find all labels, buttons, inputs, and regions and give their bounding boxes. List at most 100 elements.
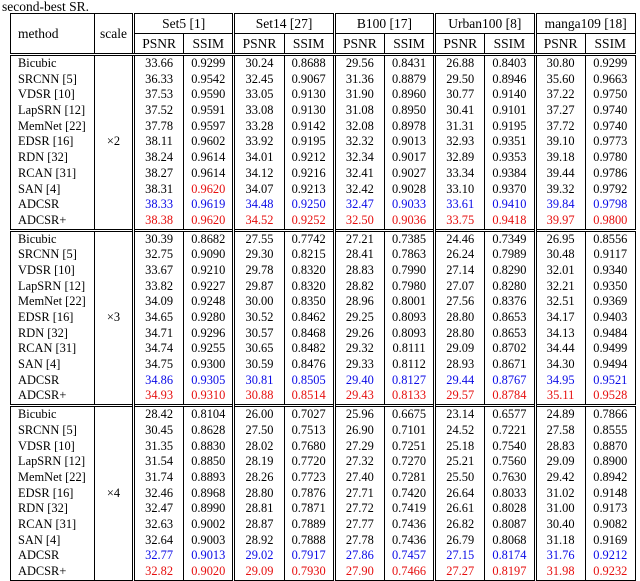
psnr-value: 34.13 <box>533 325 586 342</box>
psnr-value: 38.24 <box>131 150 184 166</box>
table-row: ADCSR+ 38.38 0.9620 34.52 0.9252 32.50 0.9036 3… <box>11 212 636 231</box>
ssim-value: 0.8505 <box>283 372 335 389</box>
psnr-value: 30.77 <box>433 87 485 104</box>
column-header-method: method <box>10 13 95 56</box>
ssim-value: 0.9195 <box>283 134 335 151</box>
table-row: MemNet [22] 31.74 0.8893 28.26 0.7723 27.40 0.… <box>11 469 636 486</box>
ssim-value: 0.9117 <box>584 247 636 263</box>
ssim-value: 0.7980 <box>383 278 435 295</box>
psnr-value: 34.93 <box>131 388 184 406</box>
ssim-value: 0.8127 <box>383 372 435 389</box>
method-label: Bicubic <box>10 228 95 248</box>
ssim-value: 0.8112 <box>383 357 435 373</box>
ssim-value: 0.9620 <box>183 181 234 198</box>
ssim-value: 0.8653 <box>484 310 536 326</box>
psnr-value: 30.45 <box>131 422 184 439</box>
table-row: SRCNN [5] 36.33 0.9542 32.45 0.9067 31.36 0.88… <box>11 71 636 88</box>
psnr-value: 24.46 <box>433 228 485 248</box>
psnr-value: 26.88 <box>433 54 485 72</box>
psnr-value: 27.14 <box>433 262 485 279</box>
psnr-value: 26.95 <box>533 228 586 248</box>
psnr-value: 27.55 <box>232 228 285 248</box>
ssim-value: 0.7680 <box>283 438 335 455</box>
ssim-value: 0.8870 <box>584 438 636 455</box>
psnr-value: 30.57 <box>232 325 285 342</box>
ssim-value: 0.8468 <box>283 325 335 342</box>
psnr-value: 31.18 <box>533 532 586 549</box>
ssim-value: 0.9142 <box>283 118 335 135</box>
table-row: RDN [32] 38.24 0.9614 34.01 0.9212 32.34 0.901… <box>11 150 636 166</box>
subheader-psnr: PSNR <box>232 33 285 56</box>
psnr-value: 26.79 <box>433 532 485 549</box>
psnr-value: 38.38 <box>131 212 184 231</box>
psnr-value: 32.64 <box>131 532 184 549</box>
ssim-value: 0.6577 <box>484 404 536 423</box>
ssim-value: 0.8879 <box>383 71 435 88</box>
psnr-value: 27.78 <box>332 532 385 549</box>
psnr-value: 32.32 <box>332 134 385 151</box>
table-row: RDN [32] 32.47 0.8990 28.81 0.7871 27.72 0.741… <box>11 501 636 517</box>
ssim-value: 0.7270 <box>383 454 435 470</box>
ssim-value: 0.8462 <box>283 310 335 326</box>
psnr-value: 30.88 <box>232 388 285 406</box>
psnr-value: 32.46 <box>131 485 184 502</box>
psnr-value: 30.24 <box>232 54 285 72</box>
ssim-value: 0.9750 <box>584 87 636 104</box>
table-row: SAN [4] 34.75 0.9300 30.59 0.8476 29.33 0.8112… <box>11 357 636 373</box>
psnr-value: 31.02 <box>533 485 586 502</box>
ssim-value: 0.7560 <box>484 454 536 470</box>
ssim-value: 0.8946 <box>484 71 536 88</box>
psnr-value: 38.11 <box>131 134 184 151</box>
psnr-value: 33.28 <box>232 118 285 135</box>
psnr-value: 28.80 <box>433 310 485 326</box>
method-label: LapSRN [12] <box>18 278 86 293</box>
ssim-value: 0.9090 <box>183 247 234 263</box>
ssim-value: 0.8784 <box>484 388 536 406</box>
dataset-header-manga109: manga109 [18] <box>533 13 636 34</box>
method-label: SRCNN [5] <box>18 422 77 437</box>
psnr-value: 25.18 <box>433 438 485 455</box>
table-row: ADCSR 38.33 0.9619 34.48 0.9250 32.47 0.9033 33… <box>11 197 636 213</box>
psnr-value: 31.00 <box>533 501 586 517</box>
ssim-value: 0.9494 <box>584 357 636 373</box>
psnr-value: 34.74 <box>131 341 184 358</box>
psnr-value: 27.27 <box>433 564 485 581</box>
ssim-value: 0.9003 <box>183 532 234 549</box>
psnr-value: 34.65 <box>131 310 184 326</box>
ssim-value: 0.9663 <box>584 71 636 88</box>
psnr-value: 39.10 <box>533 134 586 151</box>
method-label: ADCSR <box>18 372 60 387</box>
psnr-value: 25.96 <box>332 404 385 423</box>
psnr-value: 34.01 <box>232 150 285 166</box>
table-row: Bicubic ×3 30.39 0.8682 27.55 0.7742 27.21 0.73… <box>10 228 636 406</box>
ssim-value: 0.7930 <box>283 564 335 581</box>
ssim-value: 0.9020 <box>183 564 234 581</box>
ssim-value: 0.9036 <box>383 212 435 231</box>
psnr-value: 31.76 <box>533 548 586 564</box>
psnr-value: 29.57 <box>433 388 485 406</box>
ssim-value: 0.8087 <box>484 516 536 533</box>
results-table: method scale Set5 [1] Set14 [27] B100 [1… <box>10 13 636 581</box>
psnr-value: 38.27 <box>131 165 184 182</box>
ssim-value: 0.7281 <box>383 469 435 486</box>
ssim-value: 0.9350 <box>584 278 636 295</box>
ssim-value: 0.9590 <box>183 87 234 104</box>
ssim-value: 0.7989 <box>484 247 536 263</box>
psnr-value: 28.80 <box>232 485 285 502</box>
psnr-value: 32.89 <box>433 150 485 166</box>
psnr-value: 27.72 <box>332 501 385 517</box>
psnr-value: 28.93 <box>433 357 485 373</box>
psnr-value: 30.80 <box>533 54 586 72</box>
table-row: ADCSR 34.86 0.9305 30.81 0.8505 29.40 0.8127 29… <box>11 372 636 389</box>
ssim-value: 0.9130 <box>283 103 335 119</box>
ssim-value: 0.9213 <box>283 181 335 198</box>
subheader-psnr: PSNR <box>131 33 184 56</box>
psnr-value: 30.41 <box>433 103 485 119</box>
results-table-body: Bicubic ×2 33.66 0.9299 30.24 0.8688 29.56 0.84… <box>10 54 636 581</box>
method-label: LapSRN [12] <box>18 454 86 469</box>
ssim-value: 0.7349 <box>484 228 536 248</box>
method-label: MemNet [22] <box>18 118 86 133</box>
ssim-value: 0.9542 <box>183 71 234 88</box>
ssim-value: 0.8950 <box>383 103 435 119</box>
ssim-value: 0.8290 <box>484 262 536 279</box>
